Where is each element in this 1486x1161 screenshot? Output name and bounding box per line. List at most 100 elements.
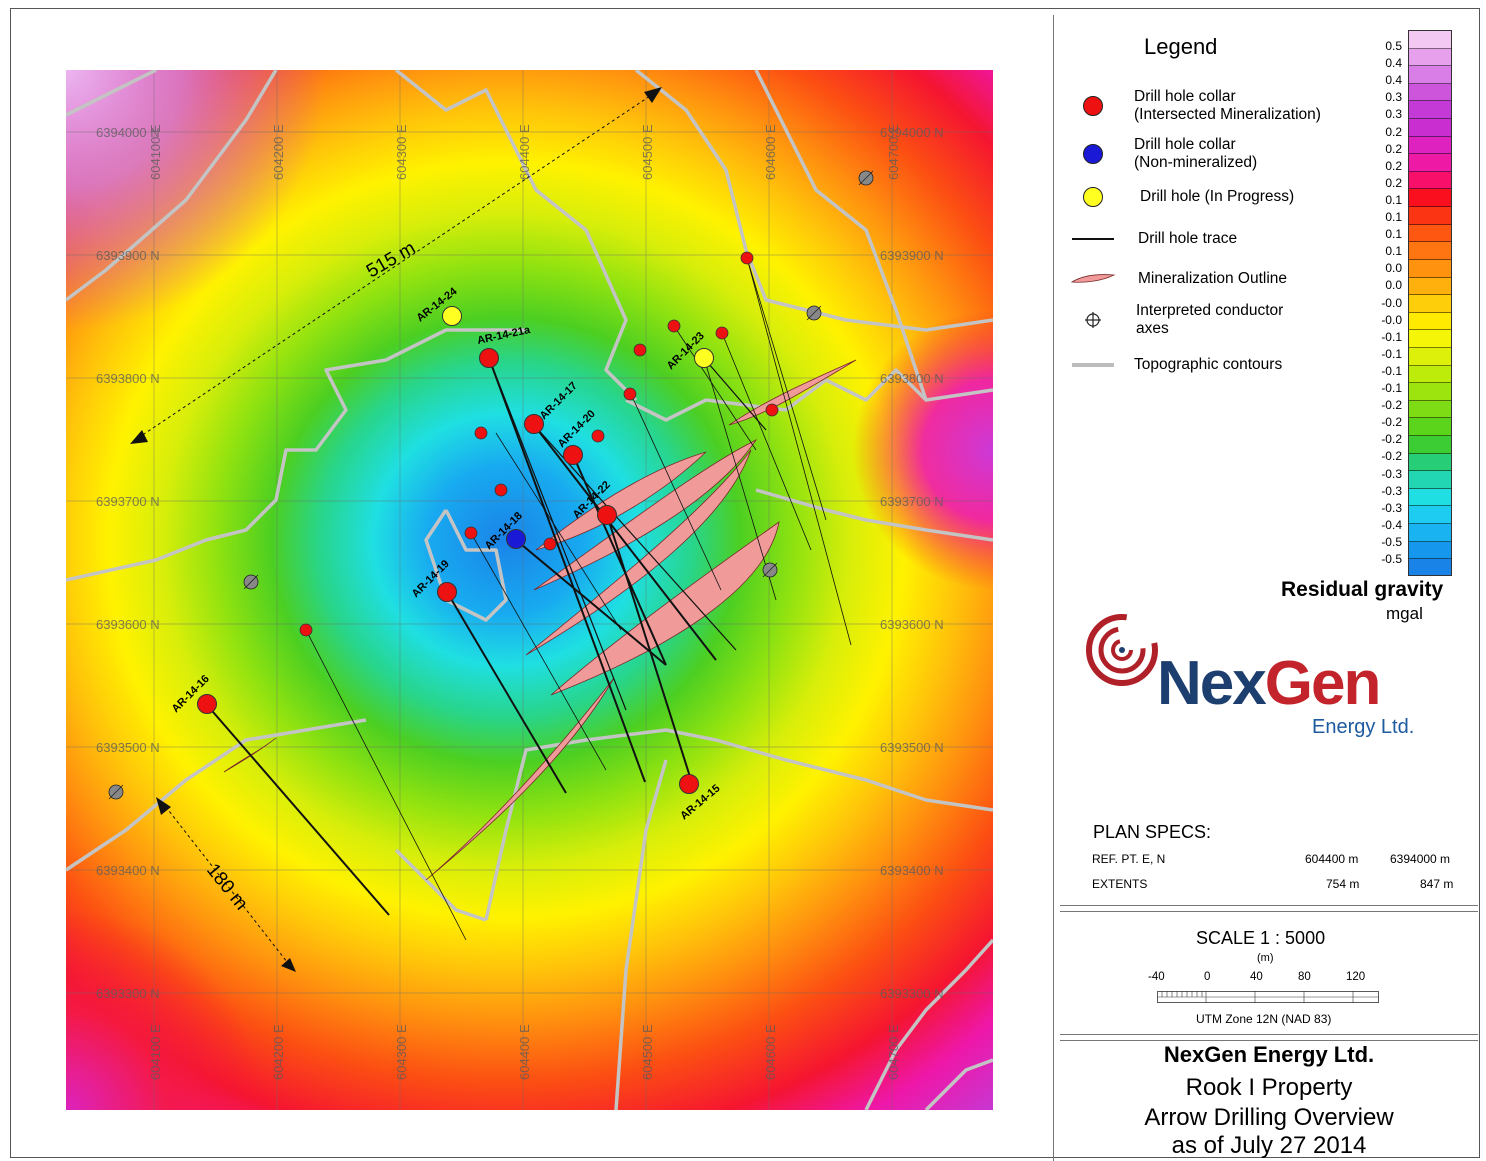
gravity-map[interactable]: AR-14-24 AR-14-21a AR-14-23 AR-14-17 AR-… — [66, 70, 993, 1110]
easting-label-top: 604400 E — [517, 124, 532, 180]
spec-ref-label: REF. PT. E, N — [1092, 852, 1166, 866]
colorbar-swatch — [1409, 418, 1451, 437]
legend-item-topo: Topographic contours — [1070, 352, 1282, 378]
legend-label: (Intersected Mineralization) — [1134, 106, 1321, 123]
colorbar-swatch — [1409, 31, 1451, 49]
scale-tick-label: 0 — [1204, 971, 1211, 983]
legend-item-mineralization: Mineralization Outline — [1070, 266, 1287, 292]
collar-ar-14-18 — [506, 529, 526, 549]
legend-label: Drill hole (In Progress) — [1140, 188, 1295, 205]
colorbar-swatch — [1409, 295, 1451, 313]
colorbar-swatch — [1409, 559, 1451, 575]
logo-gen: Gen — [1264, 649, 1382, 718]
colorbar-label: 0.1 — [1385, 210, 1402, 224]
colorbar-label: -0.0 — [1381, 312, 1402, 327]
colorbar-label: -0.0 — [1381, 295, 1402, 310]
northing-label-left: 6393600 N — [96, 617, 160, 632]
colorbar-label: -0.3 — [1381, 466, 1402, 481]
legend-label: (Non-mineralized) — [1134, 154, 1258, 171]
conductor-axis-icon — [1085, 312, 1101, 328]
divider — [1060, 911, 1478, 912]
collar-ar-14-22 — [597, 505, 617, 525]
easting-label-top: 604100 E — [148, 124, 163, 180]
colorbar-swatch — [1409, 347, 1451, 366]
colorbar-swatch — [1409, 312, 1451, 331]
colorbar-label: 0.1 — [1385, 192, 1402, 207]
colorbar-swatch — [1409, 171, 1451, 190]
legend-label: axes — [1136, 320, 1169, 337]
collar-ar-14-20 — [563, 445, 583, 465]
colorbar-label: 0.1 — [1385, 227, 1402, 242]
spec-ref-n: 6394000 m — [1390, 852, 1451, 866]
colorbar-label: -0.2 — [1381, 449, 1402, 464]
northing-label-right: 6393500 N — [880, 740, 944, 755]
colorbar-swatch — [1409, 189, 1451, 208]
collar-ar-14-19 — [437, 582, 457, 602]
easting-label-bottom: 604100 E — [148, 1024, 163, 1080]
title-property: Rook I Property — [1185, 1074, 1353, 1101]
logo-subtitle: Energy Ltd. — [1312, 716, 1415, 738]
collars-labelled — [197, 306, 714, 794]
trace-line-icon — [1072, 238, 1114, 240]
title-subject: Arrow Drilling Overview — [1144, 1104, 1394, 1131]
easting-label-bottom: 604300 E — [394, 1024, 409, 1080]
logo-swirl-icon — [1086, 614, 1158, 686]
northing-label-left: 6393500 N — [96, 740, 160, 755]
colorbar-swatch — [1409, 453, 1451, 472]
colorbar-swatch — [1409, 101, 1451, 120]
northing-label-left: 6393300 N — [96, 986, 160, 1001]
grid-labels: 604100 E 604200 E 604300 E 604400 E 6045… — [96, 124, 944, 1080]
legend-item-trace: Drill hole trace — [1070, 226, 1237, 252]
northing-label-left: 6393700 N — [96, 494, 160, 509]
colorbar-swatch — [1409, 383, 1451, 401]
gravity-field-sw — [66, 70, 993, 1110]
colorbar-swatch — [1409, 506, 1451, 525]
legend-label: Drill hole trace — [1138, 230, 1238, 247]
northing-label-left: 6394000 N — [96, 125, 160, 140]
colorbar-label: 0.0 — [1385, 261, 1402, 276]
easting-label-bottom: 604600 E — [763, 1024, 778, 1080]
drill-traces — [206, 257, 852, 941]
yellow-collar-icon — [1083, 187, 1103, 207]
colorbar-swatch — [1409, 436, 1451, 454]
northing-label-left: 6393400 N — [96, 863, 160, 878]
colorbar-label: -0.1 — [1381, 346, 1402, 361]
legend-item-in-progress: Drill hole (In Progress) — [1070, 184, 1294, 210]
scale-bar — [1157, 991, 1379, 1003]
northing-label-right: 6393400 N — [880, 863, 944, 878]
northing-label-right: 6393800 N — [880, 371, 944, 386]
colorbar-swatch — [1409, 242, 1451, 260]
easting-label-top: 604200 E — [271, 124, 286, 180]
measure-lines — [137, 91, 657, 968]
title-date: as of July 27 2014 — [1171, 1132, 1367, 1159]
colorbar-label: -0.2 — [1381, 432, 1402, 447]
colorbar-label: 0.2 — [1385, 175, 1402, 190]
divider — [1060, 1040, 1478, 1041]
northing-label-right: 6394000 N — [880, 125, 944, 140]
collars-small — [299, 251, 779, 637]
colorbar-swatch — [1409, 541, 1451, 560]
colorbar — [1408, 30, 1452, 576]
colorbar-swatch — [1409, 119, 1451, 137]
colorbar-swatch — [1409, 471, 1451, 489]
collar-ar-14-16 — [197, 694, 217, 714]
colorbar-label: 0.4 — [1385, 73, 1402, 88]
easting-label-bottom: 604500 E — [640, 1024, 655, 1080]
title-company: NexGen Energy Ltd. — [1163, 1042, 1375, 1067]
colorbar-swatch — [1409, 224, 1451, 243]
utm-grid — [66, 70, 993, 1110]
colorbar-swatch — [1409, 400, 1451, 419]
page-frame — [10, 8, 1480, 1158]
nexgen-logo: NexGen Energy Ltd. — [1082, 610, 1462, 750]
mineralization-icon — [1070, 274, 1116, 283]
colorbar-label: -0.1 — [1381, 381, 1402, 395]
legend-label: Interpreted conductor — [1136, 302, 1284, 319]
northing-label-right: 6393600 N — [880, 617, 944, 632]
colorbar-label: -0.2 — [1381, 398, 1402, 413]
red-collar-icon — [1083, 96, 1103, 116]
legend-label: Drill hole collar — [1134, 88, 1236, 105]
colorbar-label: -0.3 — [1381, 483, 1402, 498]
colorbar-swatch — [1409, 83, 1451, 102]
easting-label-top: 604700 E — [886, 124, 901, 180]
logo-nex: Nex — [1157, 649, 1267, 718]
